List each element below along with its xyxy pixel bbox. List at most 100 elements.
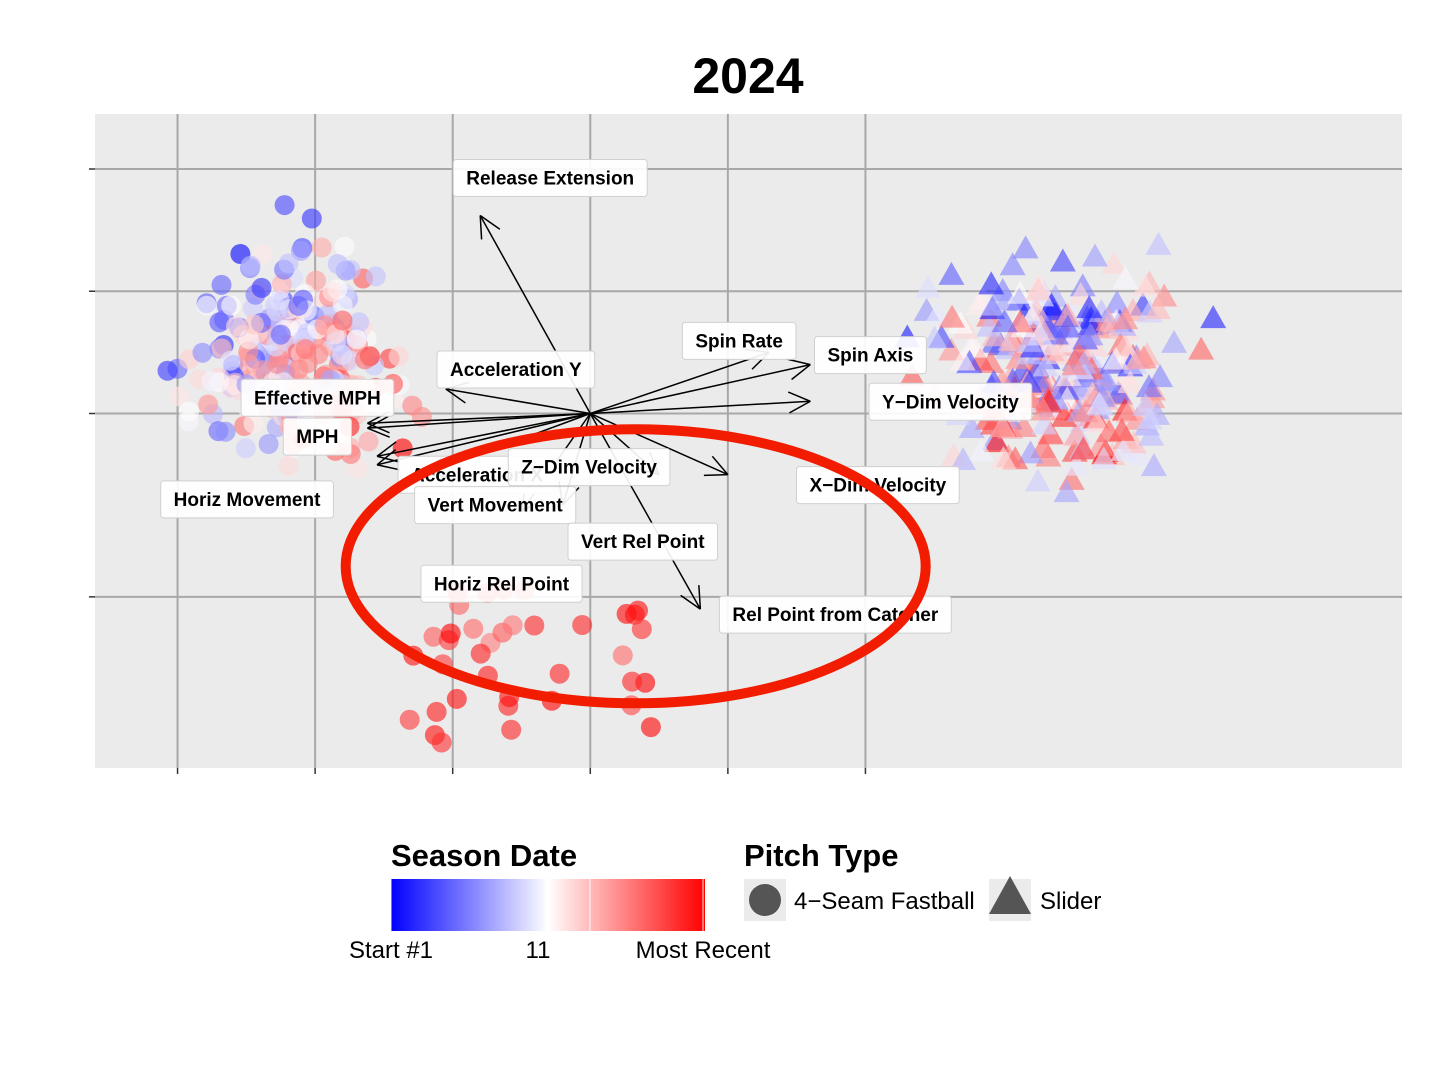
slider-point — [999, 252, 1026, 276]
fastball-point — [431, 732, 452, 753]
fastball-point — [349, 312, 370, 333]
slider-point — [1108, 417, 1135, 441]
slider-point — [1053, 479, 1080, 503]
slider-point — [1061, 352, 1088, 376]
fastball-point — [179, 401, 199, 422]
slider-point — [1102, 346, 1129, 370]
fastball-point — [631, 619, 652, 640]
fastball-point — [332, 310, 353, 331]
slider-point — [950, 446, 977, 470]
fastball-point — [269, 290, 290, 311]
fastball-point — [640, 717, 661, 738]
fastball-point — [270, 324, 291, 345]
vector-label-box — [681, 321, 797, 360]
vector-line — [589, 412, 729, 476]
vector-label-text: Vert Movement — [428, 496, 564, 517]
fastball-point — [346, 329, 367, 350]
vector-label: Vert Movement — [414, 486, 577, 525]
fastball-point — [502, 615, 523, 636]
legend-label-fastball: 4−Seam Fastball — [794, 888, 975, 915]
slider-point — [997, 327, 1024, 351]
vector-label: Effective MPH — [240, 378, 395, 417]
slider-point — [1054, 302, 1081, 326]
vector-arrowhead — [479, 215, 483, 240]
vector-label-text: Y−Dim Velocity — [882, 392, 1019, 413]
vector-label: Y−Dim Velocity — [868, 382, 1033, 421]
slider-point — [989, 414, 1016, 438]
vector-arrowhead — [791, 364, 811, 381]
vector-line — [590, 400, 811, 415]
slider-point — [924, 301, 951, 325]
slider-point — [1049, 248, 1076, 272]
fastball-point — [355, 349, 375, 370]
fastball-point — [322, 281, 343, 302]
vector-arrowhead — [376, 449, 397, 466]
vector-label-text: Spin Rate — [695, 331, 783, 352]
slider-point — [1087, 392, 1114, 416]
slider-point — [1100, 250, 1127, 274]
vector-arrowhead — [680, 594, 701, 610]
vector-line — [367, 412, 591, 429]
vector-arrowhead — [787, 391, 811, 402]
vector-label: Vert Rel Point — [567, 522, 719, 561]
slider-point — [991, 309, 1018, 333]
vector-label-text: Effective MPH — [254, 388, 381, 409]
slider-point — [899, 362, 926, 386]
vector-label-box — [160, 480, 334, 519]
slider-point — [1090, 446, 1117, 470]
vector-arrowhead — [711, 455, 729, 476]
vector-label-box — [868, 382, 1033, 421]
slider-point — [1112, 265, 1139, 289]
fastball-point — [463, 618, 484, 639]
fastball-point — [243, 413, 264, 434]
vector-arrowhead — [786, 358, 811, 366]
fastball-point — [622, 671, 643, 692]
vector-line — [589, 413, 702, 610]
fastball-point — [215, 421, 236, 442]
fastball-point — [209, 312, 230, 333]
slider-point — [1140, 453, 1167, 477]
fastball-point — [612, 645, 633, 666]
slider-point — [1200, 305, 1227, 329]
slider-point — [968, 438, 995, 462]
fastball-point — [549, 663, 570, 684]
fastball-point — [278, 455, 299, 476]
fastball-point — [423, 626, 444, 647]
slider-point — [1135, 374, 1162, 398]
vector-label-text: Horiz Rel Point — [434, 574, 570, 595]
slider-point — [958, 414, 985, 438]
fastball-point — [332, 295, 353, 316]
fastball-point — [198, 394, 219, 415]
fastball-point — [221, 295, 242, 316]
fastball-point — [327, 254, 348, 274]
vector-label-box — [452, 158, 648, 197]
fastball-point — [524, 615, 545, 636]
slider-point — [1077, 322, 1104, 346]
fastball-point — [365, 266, 386, 287]
fastball-point — [201, 371, 222, 392]
vector-arrowhead — [376, 441, 397, 457]
fastball-point — [334, 236, 355, 257]
slider-point — [1025, 277, 1052, 301]
vector-arrowhead — [789, 400, 811, 414]
slider-point — [1072, 399, 1099, 423]
vector-label: Acceleration Y — [436, 350, 596, 389]
slider-point — [980, 292, 1007, 316]
slider-point — [1138, 422, 1165, 446]
fastball-point — [243, 314, 264, 335]
vector-arrowhead — [376, 464, 401, 471]
vector-line — [376, 412, 591, 458]
fastball-point — [306, 270, 326, 291]
slider-point — [921, 325, 948, 349]
fastball-point — [440, 623, 461, 644]
slider-point — [993, 286, 1020, 310]
slider-point — [1087, 432, 1114, 456]
color-legend-title: Season Date — [391, 838, 577, 873]
vector-label-text: Spin Axis — [827, 346, 913, 367]
vector-arrowhead — [376, 455, 401, 463]
vector-label-text: MPH — [296, 427, 338, 448]
fastball-point — [392, 438, 413, 459]
vector-label-box — [813, 336, 927, 375]
vector-label: MPH — [282, 417, 353, 456]
